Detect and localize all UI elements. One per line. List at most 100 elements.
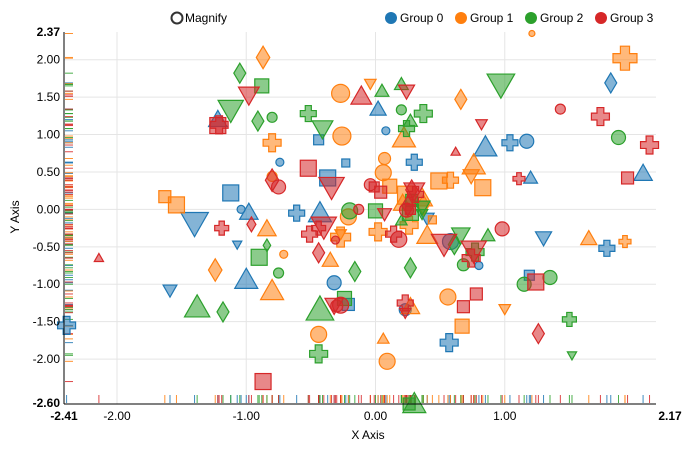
data-point-triangle-down [231, 240, 243, 251]
data-point-circle [378, 352, 396, 370]
data-point-diamond [531, 322, 546, 345]
data-point-square [620, 171, 635, 185]
data-point-triangle-up [394, 213, 409, 226]
data-point-square [341, 158, 351, 168]
data-point-cross [439, 333, 459, 353]
data-point-circle [494, 221, 510, 237]
data-point-diamond [454, 88, 468, 111]
data-point-triangle-down [363, 78, 378, 91]
data-point-triangle-up [369, 99, 388, 116]
magnify-radio-icon[interactable] [170, 11, 184, 25]
legend-item[interactable]: Group 3 [595, 11, 654, 25]
data-point-triangle-down [397, 84, 416, 101]
data-point-diamond [246, 215, 257, 234]
data-point-circle [554, 103, 566, 115]
x-tick-label: -1.00 [233, 409, 261, 423]
data-point-triangle-up [376, 331, 391, 344]
data-point-triangle-down [217, 99, 245, 124]
data-point-circle [390, 230, 408, 248]
data-point-triangle-up [256, 218, 278, 237]
y-min-label: -2.60 [33, 396, 61, 410]
data-point-cross [639, 135, 660, 155]
data-point-diamond [604, 71, 618, 95]
data-point-square [474, 179, 492, 197]
data-point-triangle-up [305, 294, 335, 321]
y-max-label: 2.37 [37, 25, 61, 39]
data-point-triangle-up [480, 227, 496, 242]
x-tick-label: 0.00 [364, 409, 388, 423]
data-point-cross [561, 311, 577, 328]
data-point-triangle-down [179, 211, 210, 238]
y-tick-label: -2.00 [33, 352, 61, 366]
legend-swatch[interactable] [385, 12, 397, 24]
legend-item[interactable]: Group 0 [385, 11, 444, 25]
legend-item[interactable]: Group 2 [525, 11, 584, 25]
data-point-triangle-down [237, 86, 261, 107]
y-tick-label: -1.50 [33, 315, 61, 329]
data-point-triangle-down [311, 120, 334, 141]
data-point-circle [266, 111, 278, 123]
data-point-cross [461, 248, 481, 268]
data-point-square [167, 196, 186, 214]
data-point-square [299, 159, 317, 177]
data-point-cross [413, 103, 433, 124]
legend-swatch[interactable] [595, 12, 607, 24]
data-point-cross [288, 204, 306, 222]
legend-label[interactable]: Group 1 [470, 11, 514, 25]
data-point-triangle-down [486, 73, 516, 100]
data-point-circle [330, 299, 344, 313]
data-point-diamond [255, 45, 271, 70]
data-point-cross [262, 133, 282, 153]
legend-swatch[interactable] [525, 12, 537, 24]
data-point-triangle-up [522, 169, 539, 184]
data-point-diamond [207, 257, 223, 283]
data-point-triangle-down [415, 208, 429, 221]
data-point-square [427, 215, 437, 225]
data-point-circle [474, 260, 484, 271]
data-point-triangle-up [579, 229, 598, 246]
data-point-triangle-up [632, 163, 654, 181]
tick-labels: -2.00 -1.00 0.00 1.00 2.00 1.50 1.00 0.50 0.00 -0… [33, 25, 682, 423]
y-tick-label: 1.00 [37, 128, 61, 142]
data-point-cross [330, 226, 352, 248]
data-point-circle [610, 129, 627, 146]
legend-label[interactable]: Group 3 [610, 11, 654, 25]
data-point-circle [363, 178, 377, 192]
data-point-circle [519, 133, 535, 149]
data-point-circle [528, 29, 536, 38]
data-point-triangle-down [317, 176, 346, 201]
data-point-diamond [233, 62, 247, 85]
y-axis-title: Y Axis [8, 200, 22, 233]
axes [63, 32, 656, 405]
data-point-circle [279, 249, 289, 259]
data-point-triangle-up [461, 152, 487, 175]
y-tick-label: -0.50 [33, 240, 61, 254]
data-point-square [313, 134, 325, 146]
legend-label[interactable]: Group 0 [400, 11, 444, 25]
data-point-diamond [262, 237, 272, 253]
data-point-cross [311, 220, 327, 236]
magnify-toggle[interactable]: Magnify [170, 11, 228, 25]
data-point-circle [330, 235, 341, 245]
data-point-triangle-down [497, 304, 512, 316]
magnify-label[interactable]: Magnify [185, 11, 227, 25]
data-point-square [254, 372, 272, 391]
data-point-circle [377, 151, 392, 166]
data-point-cross [368, 222, 388, 242]
data-point-triangle-up [374, 83, 390, 97]
data-point-triangle-down [376, 208, 393, 222]
legend-label[interactable]: Group 2 [540, 11, 584, 25]
data-point-triangle-down [412, 200, 432, 217]
legend-item[interactable]: Group 1 [455, 11, 514, 25]
data-point-circle [310, 325, 328, 343]
data-point-cross [598, 239, 616, 257]
data-point-triangle-down [430, 233, 458, 258]
data-point-square [527, 273, 545, 291]
data-point-triangle-down [398, 307, 413, 320]
data-point-circle [272, 267, 285, 279]
data-point-triangle-up [402, 112, 419, 127]
data-point-square [404, 203, 417, 215]
x-max-label: 2.17 [658, 409, 682, 423]
legend-swatch[interactable] [455, 12, 467, 24]
y-tick-label: 2.00 [37, 53, 61, 67]
